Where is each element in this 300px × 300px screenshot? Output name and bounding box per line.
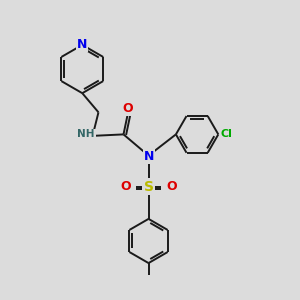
- Text: O: O: [120, 180, 130, 193]
- Text: N: N: [144, 150, 154, 163]
- Text: S: S: [143, 179, 154, 194]
- Text: O: O: [167, 180, 177, 193]
- Text: O: O: [123, 102, 133, 115]
- Text: N: N: [77, 38, 88, 50]
- Text: NH: NH: [77, 129, 95, 140]
- Text: Cl: Cl: [220, 129, 232, 140]
